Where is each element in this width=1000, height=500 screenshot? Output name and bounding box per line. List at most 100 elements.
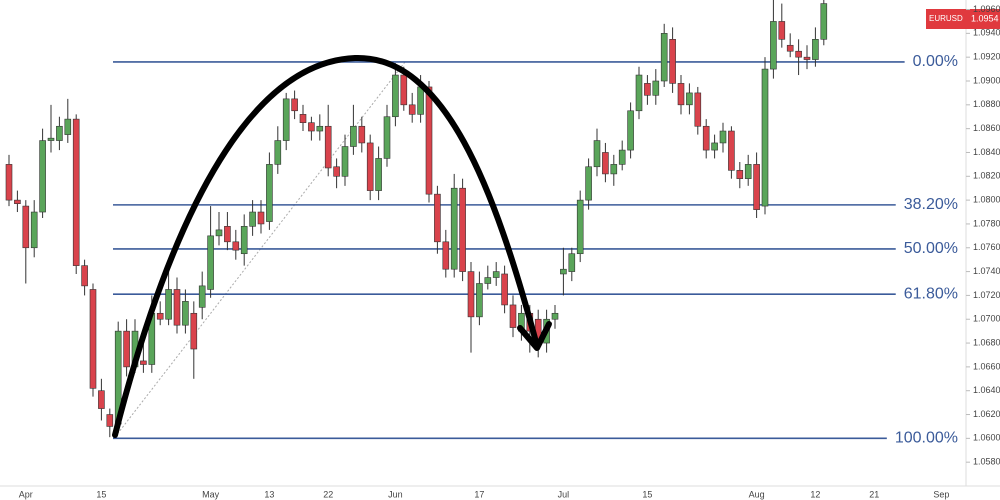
candle-body bbox=[593, 140, 601, 168]
arrow-head bbox=[517, 321, 552, 351]
y-tick-label: 1.0820 bbox=[973, 171, 1000, 181]
y-tick-label: 1.0800 bbox=[973, 194, 1000, 204]
candle-body bbox=[476, 283, 483, 318]
candle-body bbox=[375, 158, 382, 191]
y-tick-label: 1.0680 bbox=[973, 337, 1000, 347]
arc-arrow bbox=[112, 54, 539, 438]
candle-body bbox=[240, 226, 248, 255]
y-tick-label: 1.0880 bbox=[973, 99, 1000, 109]
x-tick-label: Jul bbox=[558, 489, 570, 499]
y-tick-label: 1.0920 bbox=[973, 52, 1000, 62]
candle-body bbox=[81, 265, 88, 287]
candle-body bbox=[341, 146, 349, 177]
candle-body bbox=[450, 187, 458, 270]
candle-body bbox=[333, 166, 340, 177]
fib-label: 50.00% bbox=[904, 240, 958, 257]
last-price: 1.0954 bbox=[971, 13, 999, 23]
candle-body bbox=[98, 390, 105, 409]
fib-label: 0.00% bbox=[913, 53, 958, 70]
candle-body bbox=[795, 50, 802, 58]
candle-body bbox=[442, 241, 450, 270]
candle-body bbox=[392, 74, 399, 118]
x-tick-label: 15 bbox=[642, 489, 652, 499]
candle-body bbox=[660, 33, 668, 82]
candle-body bbox=[190, 312, 198, 350]
candle-body bbox=[266, 164, 273, 222]
candle-body bbox=[14, 199, 21, 204]
candle-body bbox=[232, 241, 240, 251]
candle-body bbox=[215, 229, 223, 237]
candle-body bbox=[744, 164, 752, 179]
candle-body bbox=[299, 114, 307, 123]
candle-body bbox=[316, 125, 324, 132]
candle-body bbox=[719, 130, 727, 144]
candle-body bbox=[249, 211, 256, 227]
candle-body bbox=[812, 39, 819, 60]
candle-body bbox=[257, 211, 265, 225]
candle-body bbox=[501, 273, 508, 306]
symbol: EURUSD bbox=[929, 14, 963, 23]
candle-body bbox=[635, 74, 643, 112]
y-tick-label: 1.0660 bbox=[973, 361, 1000, 371]
candle-body bbox=[560, 268, 567, 275]
candle-body bbox=[761, 68, 769, 207]
y-tick-label: 1.0640 bbox=[973, 385, 1000, 395]
candle-body bbox=[89, 289, 97, 389]
x-tick-label: 21 bbox=[869, 489, 879, 499]
x-tick-label: Jun bbox=[388, 489, 403, 499]
y-tick-label: 1.0600 bbox=[973, 433, 1000, 443]
candle-body bbox=[702, 125, 710, 151]
x-tick-label: Apr bbox=[19, 489, 33, 499]
candle-body bbox=[803, 56, 811, 60]
candle-body bbox=[198, 285, 206, 308]
candle-body bbox=[408, 104, 416, 115]
candle-body bbox=[123, 330, 130, 368]
candle-body bbox=[417, 86, 424, 115]
fib-label: 38.20% bbox=[904, 196, 958, 213]
candle-body bbox=[736, 170, 744, 179]
candle-body bbox=[291, 98, 298, 112]
candle-body bbox=[618, 149, 626, 165]
candle-body bbox=[694, 92, 702, 127]
y-tick-label: 1.0900 bbox=[973, 75, 1000, 85]
candle-body bbox=[400, 74, 408, 106]
candle-body bbox=[786, 44, 794, 52]
candle-body bbox=[492, 271, 500, 278]
candle-body bbox=[22, 205, 30, 249]
y-tick-label: 1.0860 bbox=[973, 123, 1000, 133]
y-tick-label: 1.0840 bbox=[973, 147, 1000, 157]
candle-body bbox=[47, 137, 55, 141]
candle-body bbox=[39, 140, 46, 213]
x-tick-label: Aug bbox=[749, 489, 765, 499]
candle-body bbox=[551, 312, 559, 320]
x-tick-label: 12 bbox=[810, 489, 820, 499]
candle-body bbox=[711, 142, 718, 151]
x-tick-label: 17 bbox=[474, 489, 484, 499]
candle-body bbox=[459, 187, 466, 272]
candle-body bbox=[576, 199, 584, 255]
candle-body bbox=[585, 166, 592, 201]
candle-body bbox=[770, 21, 777, 70]
y-tick-label: 1.0620 bbox=[973, 409, 1000, 419]
candle-body bbox=[610, 164, 618, 175]
candle-body bbox=[425, 86, 433, 195]
candle-body bbox=[753, 164, 760, 210]
candle-body bbox=[644, 83, 651, 96]
candle-body bbox=[165, 289, 172, 320]
candle-body bbox=[820, 3, 828, 40]
y-tick-label: 1.0700 bbox=[973, 314, 1000, 324]
candle-body bbox=[434, 193, 441, 243]
candle-body bbox=[602, 152, 609, 175]
price-tag bbox=[926, 9, 1000, 29]
candle-body bbox=[728, 130, 735, 171]
candle-body bbox=[308, 122, 315, 132]
candle-body bbox=[366, 142, 374, 191]
candle-body bbox=[484, 277, 492, 284]
x-tick-label: Sep bbox=[933, 489, 949, 499]
candle-body bbox=[5, 164, 13, 201]
candle-body bbox=[274, 140, 282, 165]
candle-body bbox=[106, 414, 114, 427]
candle-body bbox=[509, 304, 517, 328]
fib-label: 61.80% bbox=[904, 285, 958, 302]
